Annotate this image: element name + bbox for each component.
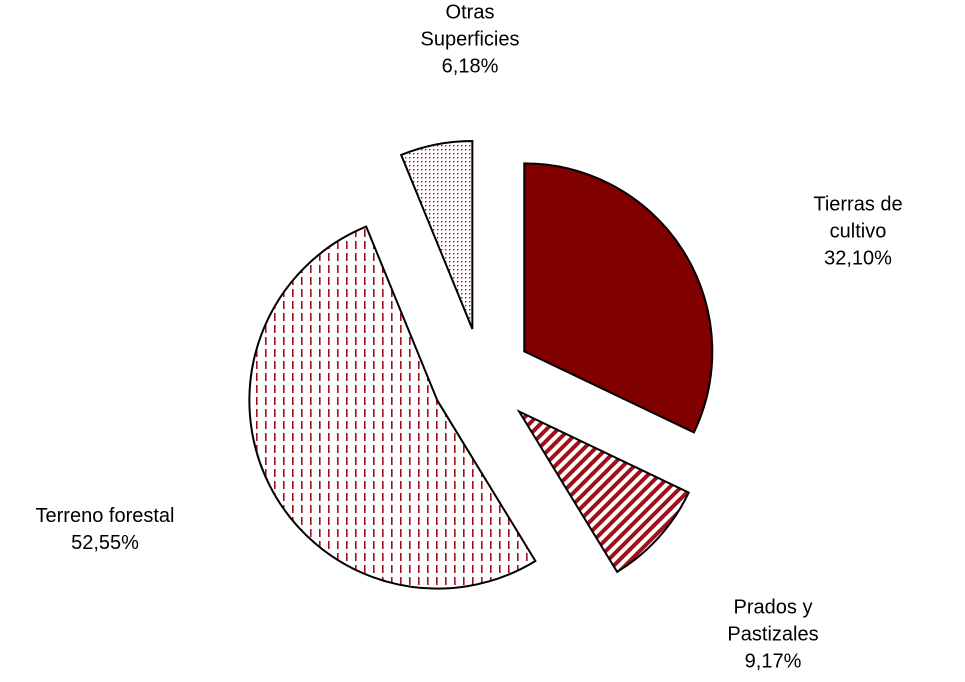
value-label: 32,10% <box>824 247 892 270</box>
slice-label: Otras Superficies 6,18% <box>395 0 545 81</box>
pie-slice <box>248 225 537 590</box>
slice-label: Tierras de cultivo 32,10% <box>783 192 933 273</box>
value-label: 9,17% <box>744 650 802 673</box>
slice-label: Prados y Pastizales 9,17% <box>713 595 833 676</box>
category-label: Tierras de cultivo <box>813 193 903 243</box>
value-label: 6,18% <box>441 55 499 78</box>
slice-label: Terreno forestal 52,55% <box>30 503 180 557</box>
category-label: Terreno forestal <box>35 505 175 527</box>
pie-slice <box>523 162 714 434</box>
category-label: Prados y Pastizales <box>727 596 819 646</box>
category-label: Otras Superficies <box>420 1 520 51</box>
value-label: 52,55% <box>71 532 139 554</box>
pie-slice <box>516 409 691 574</box>
pie-slice <box>399 139 474 330</box>
